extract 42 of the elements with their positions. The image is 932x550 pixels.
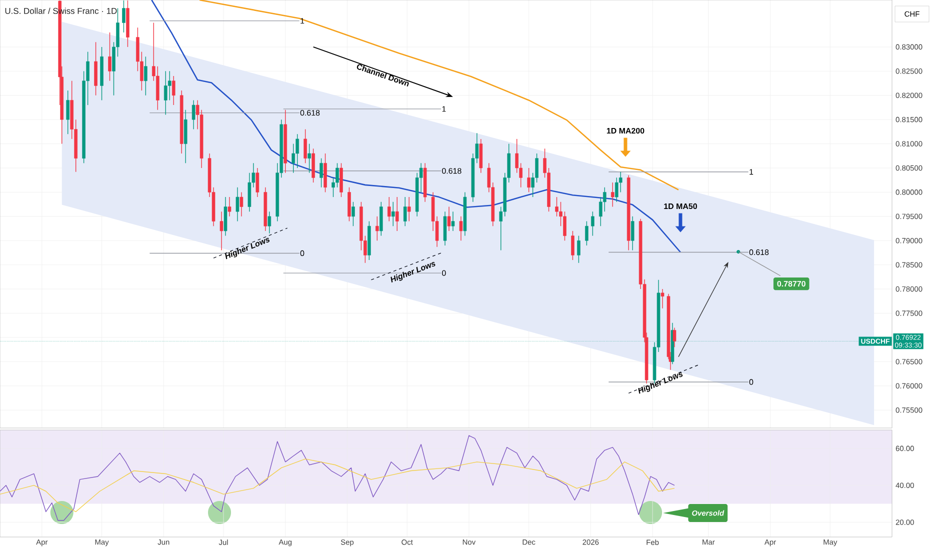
candlestick <box>591 211 594 236</box>
candlestick <box>451 211 455 232</box>
candlestick <box>308 143 311 174</box>
candlestick <box>660 288 664 309</box>
candlestick <box>395 196 399 232</box>
candlestick <box>527 168 530 193</box>
candlestick <box>376 216 379 241</box>
candlestick <box>122 0 126 33</box>
candlestick <box>391 202 395 226</box>
candlestick <box>459 216 463 241</box>
candlestick <box>268 211 272 234</box>
candlestick <box>352 202 355 226</box>
candlestick <box>672 327 676 348</box>
candlestick <box>610 182 614 208</box>
candlestick <box>577 235 580 264</box>
candlestick <box>407 196 411 222</box>
candlestick <box>571 230 574 260</box>
candlestick <box>192 100 196 130</box>
candlestick <box>403 196 407 226</box>
candlestick <box>336 162 339 188</box>
candlestick <box>168 70 172 101</box>
candlestick <box>228 196 232 217</box>
candlestick <box>304 128 307 164</box>
candlestick <box>236 187 240 222</box>
candlestick <box>66 90 70 134</box>
candlestick <box>563 211 566 241</box>
candlestick <box>240 192 244 217</box>
candlestick <box>172 76 176 106</box>
candlestick <box>256 168 260 198</box>
candlestick <box>555 196 558 217</box>
candlestick <box>630 216 634 251</box>
line-series <box>198 0 680 190</box>
candlestick <box>447 206 451 232</box>
candlestick <box>108 32 112 82</box>
candlestick <box>164 70 168 116</box>
candlestick <box>585 220 588 246</box>
candlestick <box>614 177 618 202</box>
candlestick <box>320 158 323 188</box>
candlestick <box>144 56 148 96</box>
candlestick <box>296 134 299 168</box>
candlestick <box>220 211 224 251</box>
candlestick <box>387 196 391 222</box>
